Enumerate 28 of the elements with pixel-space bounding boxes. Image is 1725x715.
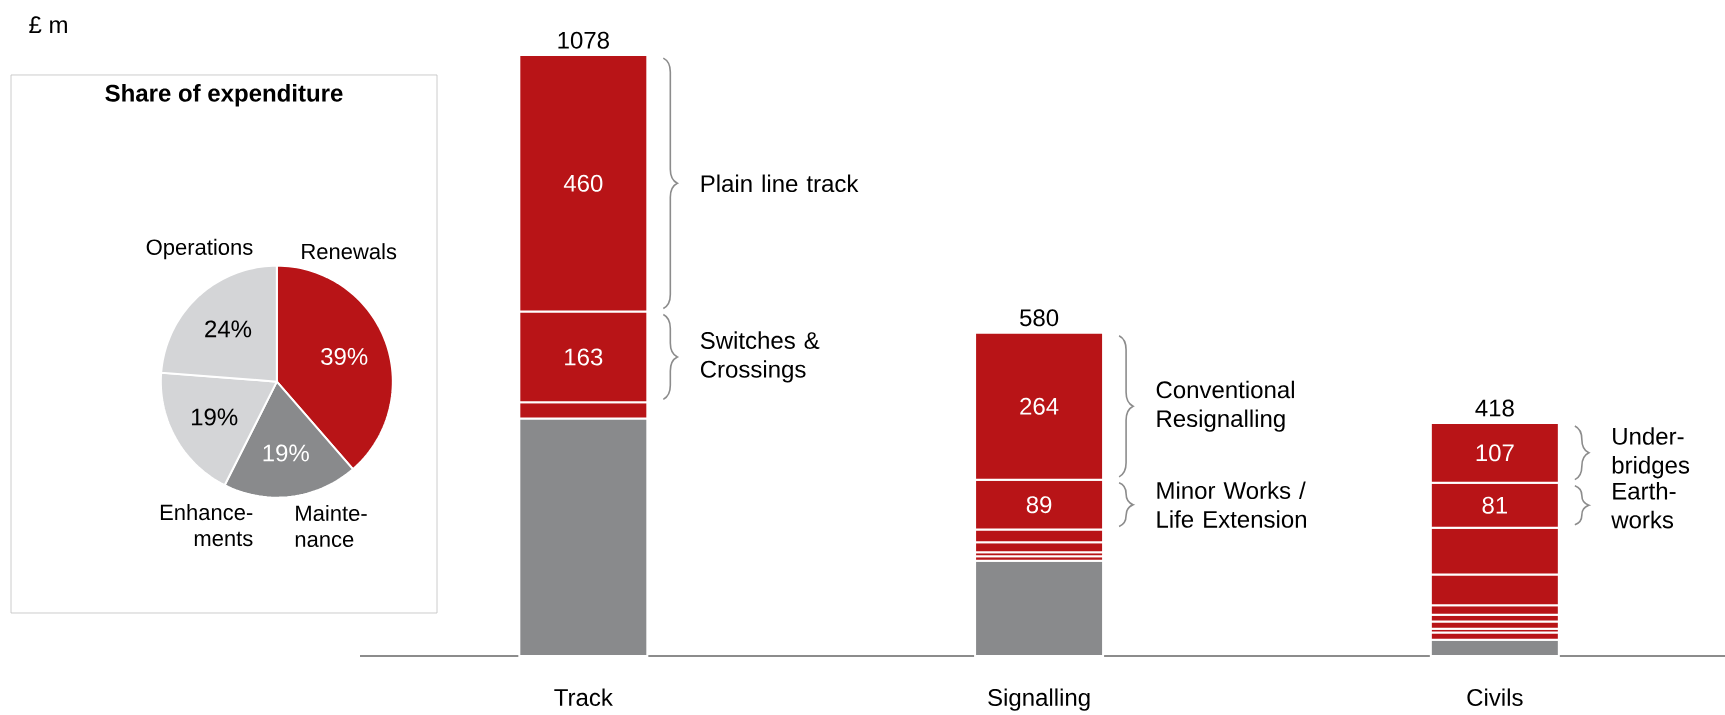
data-label: 24% (205, 320, 252, 338)
total-label: 580 (1020, 309, 1059, 327)
data-label: 264 (1020, 397, 1059, 415)
x-tick-label: Civils (1467, 688, 1523, 706)
chart-title: Share of expenditure (105, 84, 343, 107)
slice-label: Enhance-ments (160, 504, 253, 547)
data-label: 19% (263, 444, 309, 462)
annotation: Under-bridges (1612, 427, 1690, 479)
data-label: 81 (1482, 496, 1508, 514)
x-tick-label: Track (554, 688, 613, 706)
data-label: 19% (191, 408, 238, 426)
annotation: Conventional Resignalling (1156, 380, 1294, 432)
annotation: Earth-works (1611, 482, 1676, 529)
x-tick-label: Signalling (988, 688, 1090, 711)
slice-label: Renewals (302, 243, 397, 260)
slice-label: Operations (146, 238, 253, 260)
total-label: 1078 (558, 31, 609, 49)
data-label: 39% (321, 347, 368, 365)
annotation: Plain line track (701, 174, 859, 193)
total-label: 418 (1475, 399, 1514, 417)
annotation: Switches & Crossings (700, 331, 820, 383)
y-axis-title: £ m (29, 16, 67, 34)
data-label: 163 (565, 348, 603, 366)
data-label: 460 (563, 174, 603, 192)
slice-label: Mainte-nance (295, 504, 367, 548)
annotation: Minor Works / Life Extension (1157, 481, 1306, 528)
data-label: 107 (1476, 444, 1514, 462)
data-label: 89 (1026, 496, 1052, 514)
